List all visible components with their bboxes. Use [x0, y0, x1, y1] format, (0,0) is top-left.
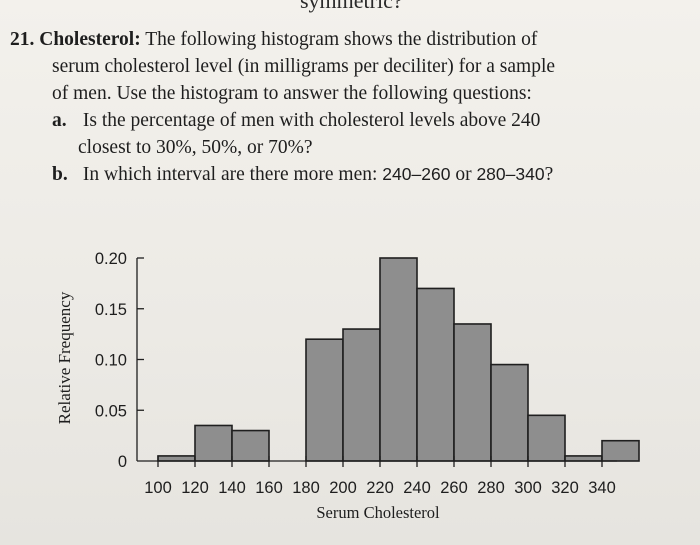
histogram-bar-300-320	[527, 414, 566, 462]
previous-problem-fragment: symmetric?	[300, 0, 403, 13]
problem-number: 21.	[10, 29, 35, 50]
part-b-text-pre: In which interval are there more men:	[82, 164, 383, 185]
part-b-range-1: 240–260	[382, 164, 451, 184]
part-b-range-2: 280–340	[476, 164, 545, 184]
histogram-bar-180-200	[305, 338, 344, 462]
x-tick-label: 140	[218, 479, 246, 497]
x-tick-label: 300	[514, 479, 542, 497]
x-axis-ticks: 100 120 140 160 180 200 220 240 260 280 300 320 340	[144, 456, 616, 497]
part-b-text-post: ?	[544, 164, 554, 185]
x-tick-label: 180	[292, 479, 320, 497]
y-tick-label: 0.15	[95, 301, 127, 319]
problem-text-line-1: The following histogram shows the distri…	[145, 29, 538, 50]
histogram-bars	[157, 257, 640, 462]
part-a-line-1: a. Is the percentage of men with cholest…	[10, 107, 690, 134]
histogram-bar-320-340	[564, 455, 603, 462]
problem-21: 21. Cholesterol: The following histogram…	[10, 26, 690, 188]
x-tick-label: 340	[588, 479, 616, 497]
problem-text-line-3: of men. Use the histogram to answer the …	[52, 83, 532, 104]
histogram-bar-140-160	[231, 429, 270, 462]
x-tick-label: 240	[403, 479, 431, 497]
problem-text-line-2: serum cholesterol level (in milligrams p…	[52, 56, 556, 77]
part-a-text-2: closest to 30%, 50%, or 70%?	[78, 137, 313, 158]
y-axis-label: Relative Frequency	[55, 291, 74, 424]
y-tick-label: 0.20	[95, 250, 127, 268]
histogram-bar-120-140	[194, 424, 233, 462]
x-tick-label: 260	[440, 479, 468, 497]
problem-keyword: Cholesterol:	[39, 29, 141, 50]
x-tick-label: 220	[366, 479, 394, 497]
y-tick-label: 0	[118, 453, 127, 471]
histogram-bar-340-360	[601, 439, 640, 462]
x-tick-label: 160	[255, 479, 283, 497]
problem-line-1: 21. Cholesterol: The following histogram…	[10, 26, 690, 53]
part-b-text-mid: or	[450, 164, 477, 185]
histogram-bar-280-300	[490, 363, 529, 462]
y-axis-ticks: 0 0.05 0.10 0.15 0.20	[95, 250, 144, 471]
histogram-bar-220-240	[379, 257, 418, 462]
y-tick-label: 0.05	[95, 402, 127, 420]
part-b-letter: b.	[52, 164, 68, 185]
x-tick-label: 280	[477, 479, 505, 497]
x-axis-label: Serum Cholesterol	[316, 503, 440, 522]
x-tick-label: 320	[551, 479, 579, 497]
histogram-bar-240-260	[416, 287, 455, 462]
histogram-bar-200-220	[342, 328, 381, 462]
histogram-bar-260-280	[453, 323, 492, 462]
y-tick-label: 0.10	[95, 352, 127, 370]
histogram-bar-100-120	[157, 455, 196, 462]
part-a-text-1: Is the percentage of men with cholestero…	[82, 110, 541, 131]
part-b-line: b. In which interval are there more men:…	[10, 161, 690, 188]
part-a-letter: a.	[52, 110, 67, 131]
x-tick-label: 200	[329, 479, 357, 497]
x-tick-label: 100	[144, 479, 172, 497]
x-tick-label: 120	[181, 479, 209, 497]
